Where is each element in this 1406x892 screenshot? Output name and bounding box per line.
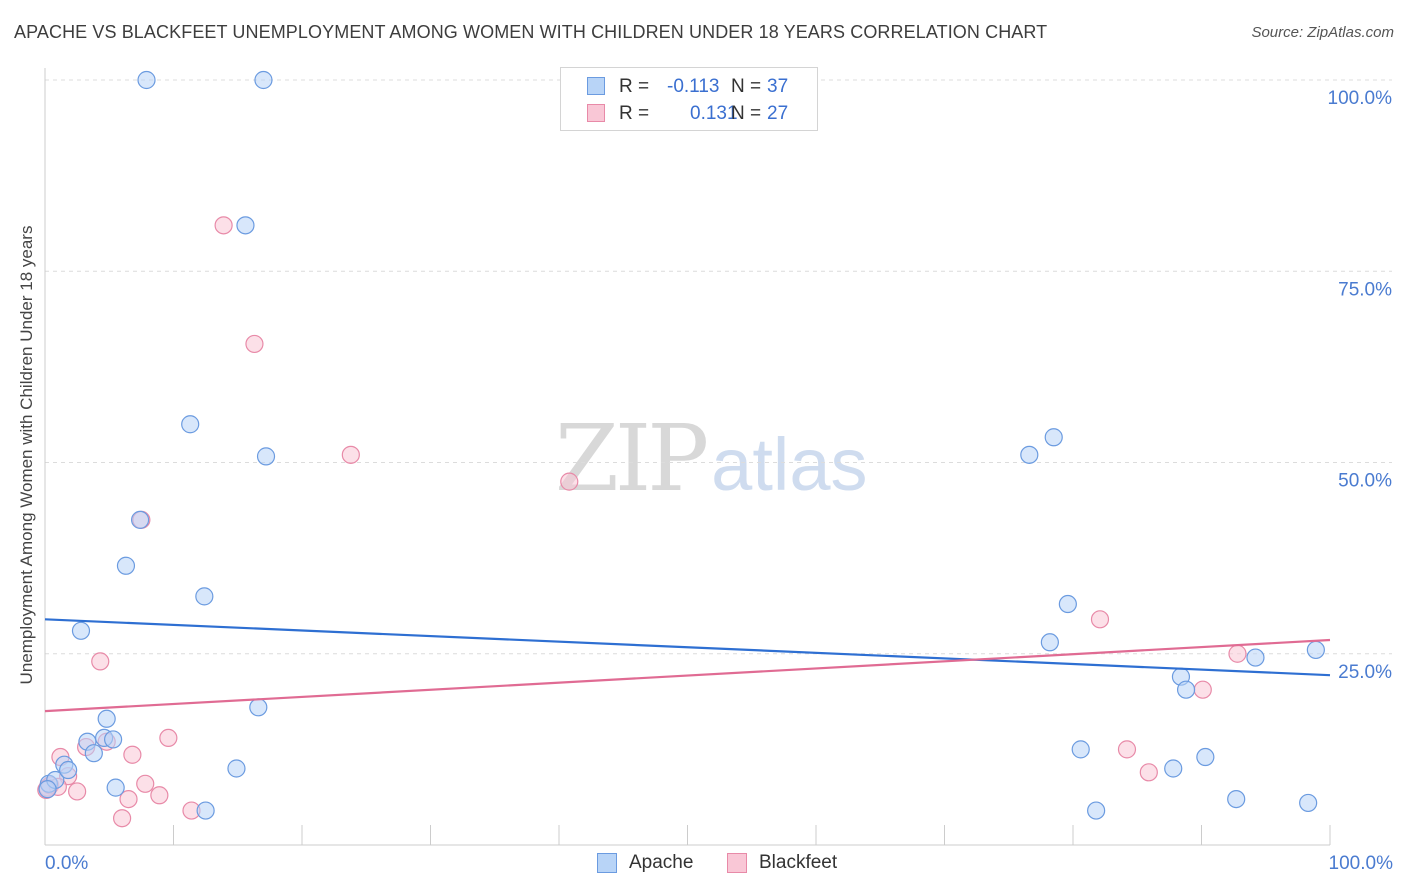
apache-point	[97, 709, 116, 728]
apache-point	[1071, 740, 1090, 759]
blackfeet-point	[136, 774, 155, 793]
y-tick-label: 100.0%	[1328, 88, 1393, 109]
blackfeet-point	[1090, 610, 1110, 629]
blackfeet-point	[1139, 763, 1158, 782]
apache-point	[1246, 648, 1265, 667]
blackfeet-point	[1228, 644, 1247, 663]
trend-lines	[44, 618, 1331, 713]
legend-r-value: -0.113	[667, 76, 720, 97]
blackfeet-points	[37, 216, 1247, 828]
legend-swatch-blackfeet	[587, 104, 605, 122]
blackfeet-point	[150, 786, 169, 805]
y-tick-label: 50.0%	[1338, 471, 1392, 492]
apache-trend-line	[44, 618, 1331, 677]
legend-n-label: N =	[731, 103, 762, 124]
blackfeet-point	[119, 789, 138, 809]
apache-point	[1164, 759, 1183, 778]
apache-point	[1176, 680, 1196, 699]
legend-swatch-apache	[597, 853, 617, 873]
apache-points	[38, 70, 1325, 820]
apache-point	[249, 698, 268, 717]
apache-point	[1040, 633, 1059, 652]
y-tick-label: 75.0%	[1338, 279, 1392, 300]
blackfeet-point	[159, 728, 178, 748]
apache-point	[1087, 801, 1106, 820]
x-tick-label: 0.0%	[45, 853, 88, 874]
apache-point	[1227, 789, 1246, 809]
apache-point	[1058, 594, 1077, 614]
legend-n-value: 37	[767, 76, 789, 97]
axes	[44, 68, 1331, 846]
legend-r-value: 0.131	[690, 103, 738, 124]
blackfeet-point	[123, 745, 142, 764]
apache-point	[181, 415, 200, 434]
y-tick-label: 25.0%	[1338, 662, 1392, 683]
legend-label-blackfeet: Blackfeet	[759, 852, 838, 873]
x-tick-labels: 0.0% 100.0%	[45, 853, 1393, 874]
apache-point	[1020, 445, 1039, 464]
apache-point	[1044, 428, 1063, 447]
apache-point	[254, 70, 273, 90]
apache-point	[1299, 793, 1318, 813]
correlation-legend: R = -0.113 N = 37 R = 0.131 N = 27	[560, 67, 818, 131]
legend-label-apache: Apache	[629, 852, 694, 873]
blackfeet-point	[68, 782, 87, 801]
apache-point	[137, 70, 156, 90]
blackfeet-trend-line	[44, 638, 1331, 713]
apache-point	[1306, 640, 1325, 660]
legend-n-label: N =	[731, 76, 762, 97]
apache-point	[196, 801, 215, 820]
apache-point	[1196, 747, 1215, 767]
x-tick-label: 100.0%	[1329, 853, 1394, 874]
apache-point	[130, 510, 150, 529]
grid-lines	[45, 79, 1392, 655]
blackfeet-point	[1193, 680, 1212, 699]
y-tick-labels: 25.0% 50.0% 75.0% 100.0%	[1328, 88, 1393, 683]
blackfeet-point	[214, 216, 233, 235]
legend-r-label: R =	[619, 103, 650, 124]
apache-point	[59, 760, 78, 780]
series-legend: Apache Blackfeet	[0, 852, 1406, 878]
apache-point	[236, 216, 255, 235]
apache-point	[104, 730, 123, 749]
apache-point	[71, 621, 91, 640]
blackfeet-point	[112, 809, 132, 828]
apache-point	[256, 447, 276, 466]
blackfeet-point	[1117, 740, 1137, 759]
blackfeet-point	[341, 445, 360, 464]
blackfeet-point	[560, 472, 579, 491]
source-credit: Source: ZipAtlas.com	[1251, 24, 1394, 41]
apache-point	[106, 778, 125, 797]
blackfeet-point	[91, 652, 110, 671]
legend-swatch-apache	[587, 77, 605, 95]
apache-point	[195, 587, 214, 606]
legend-r-label: R =	[619, 76, 650, 97]
apache-point	[116, 556, 136, 575]
legend-n-value: 27	[767, 103, 789, 124]
apache-point	[84, 744, 103, 763]
apache-point	[227, 759, 246, 778]
chart-title: APACHE VS BLACKFEET UNEMPLOYMENT AMONG W…	[14, 22, 1048, 42]
apache-point	[38, 780, 57, 799]
legend-swatch-blackfeet	[727, 853, 747, 873]
blackfeet-point	[245, 334, 264, 354]
